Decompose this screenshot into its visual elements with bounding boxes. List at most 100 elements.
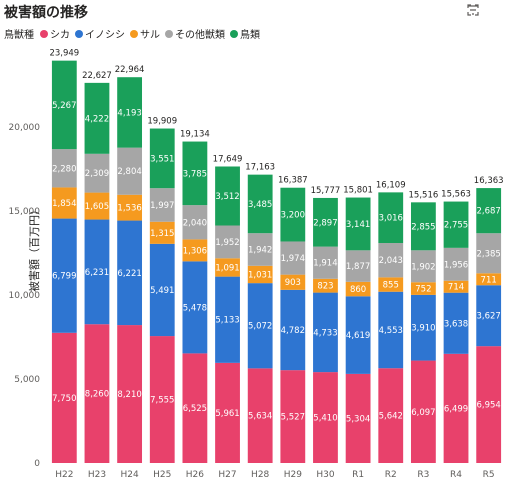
data-label: 5,478 <box>183 303 207 313</box>
legend-swatch <box>40 29 48 38</box>
bar-segment[interactable] <box>378 243 404 278</box>
data-label: 1,854 <box>52 199 76 209</box>
bar-segment[interactable] <box>378 291 404 369</box>
legend-item-inoshishi[interactable]: イノシシ <box>75 26 125 41</box>
legend-item-birds[interactable]: 鳥類 <box>230 26 260 41</box>
bar-segment[interactable] <box>410 250 436 283</box>
bar-segment[interactable] <box>149 221 175 244</box>
bar-segment[interactable] <box>149 128 175 189</box>
bar-segment[interactable] <box>117 194 143 221</box>
bar-segment[interactable] <box>84 324 110 463</box>
bar-segment[interactable] <box>410 202 436 251</box>
bar-segment[interactable] <box>378 368 404 463</box>
legend-item-saru[interactable]: サル <box>130 26 160 41</box>
legend-item-shika[interactable]: シカ <box>40 26 70 41</box>
bar-segment[interactable] <box>51 218 77 333</box>
filter-icon[interactable] <box>467 4 479 16</box>
bar-segment[interactable] <box>149 188 175 222</box>
total-label: 15,801 <box>343 186 373 196</box>
total-label: 23,949 <box>49 49 79 59</box>
data-label: 6,097 <box>411 408 435 418</box>
bar-segment[interactable] <box>443 292 469 354</box>
data-label: 3,200 <box>281 211 305 221</box>
bar-segment[interactable] <box>247 265 273 284</box>
bar-segment[interactable] <box>215 362 240 463</box>
bar-segment[interactable] <box>84 82 110 154</box>
bar-segment[interactable] <box>247 233 273 266</box>
total-label: 16,387 <box>278 176 308 186</box>
bar-segment[interactable] <box>280 370 306 463</box>
bar-segment[interactable] <box>476 188 502 234</box>
focus-mode-icon[interactable] <box>467 4 501 16</box>
bar-segment[interactable] <box>149 243 175 337</box>
bar-segment[interactable] <box>410 282 436 295</box>
bar-segment[interactable] <box>215 276 240 363</box>
data-label: 5,642 <box>379 412 403 422</box>
legend-title: 鳥獣種 <box>4 30 34 41</box>
bar-segment[interactable] <box>84 192 110 220</box>
bar-segment[interactable] <box>345 296 371 374</box>
bar-segment[interactable] <box>84 219 110 325</box>
bar-segment[interactable] <box>345 281 371 297</box>
bar-segment[interactable] <box>51 187 77 219</box>
legend-item-other-mammals[interactable]: その他獣類 <box>165 26 225 41</box>
bar-segment[interactable] <box>280 241 306 275</box>
bar-segment[interactable] <box>117 147 143 195</box>
bar-segment[interactable] <box>443 201 469 248</box>
total-label: 15,516 <box>409 190 439 200</box>
legend-label: 鳥類 <box>240 30 260 41</box>
data-label: 8,210 <box>117 390 141 400</box>
bar-segment[interactable] <box>280 187 306 242</box>
bar-segment[interactable] <box>182 205 208 240</box>
bar-segment[interactable] <box>51 60 77 150</box>
x-tick-label: H30 <box>316 470 334 480</box>
bar-segment[interactable] <box>215 225 240 259</box>
bar-segment[interactable] <box>51 332 77 463</box>
data-label: 1,902 <box>411 262 435 272</box>
data-label: 2,755 <box>444 221 468 231</box>
bar-segment[interactable] <box>247 283 273 369</box>
bar-segment[interactable] <box>313 197 338 247</box>
bar-segment[interactable] <box>476 233 502 274</box>
data-label: 3,512 <box>215 192 239 202</box>
bar-segment[interactable] <box>117 220 143 326</box>
bar-segment[interactable] <box>84 153 110 193</box>
bar-segment[interactable] <box>443 353 469 463</box>
bar-segment[interactable] <box>410 294 436 361</box>
bar-segment[interactable] <box>313 278 338 293</box>
bar-segment[interactable] <box>313 292 338 373</box>
data-label: 5,267 <box>52 101 76 111</box>
bar-segment[interactable] <box>345 197 371 251</box>
bar-segment[interactable] <box>476 346 502 463</box>
bar-segment[interactable] <box>476 285 502 347</box>
x-tick-label: H23 <box>88 470 106 480</box>
bar-segment[interactable] <box>345 250 371 282</box>
bar-segment[interactable] <box>215 258 240 277</box>
bar-segment[interactable] <box>247 368 273 463</box>
bar-segment[interactable] <box>476 273 502 286</box>
bar-segment[interactable] <box>443 280 469 293</box>
legend-label: サル <box>140 30 160 41</box>
bar-segment[interactable] <box>51 149 77 188</box>
bar-segment[interactable] <box>378 192 404 244</box>
bar-segment[interactable] <box>149 336 175 463</box>
bar-segment[interactable] <box>410 360 436 463</box>
data-label: 2,385 <box>477 249 501 259</box>
bar-segment[interactable] <box>117 325 143 463</box>
bar-segment[interactable] <box>182 141 208 206</box>
bar-segment[interactable] <box>280 289 306 371</box>
bar-segment[interactable] <box>313 372 338 463</box>
bar-segment[interactable] <box>182 261 208 354</box>
bar-segment[interactable] <box>378 277 404 292</box>
bar-segment[interactable] <box>182 353 208 463</box>
bar-segment[interactable] <box>345 373 371 463</box>
bar-segment[interactable] <box>182 239 208 262</box>
legend-label: シカ <box>50 30 70 41</box>
bar-segment[interactable] <box>313 246 338 279</box>
bar-segment[interactable] <box>280 274 306 290</box>
bar-segment[interactable] <box>443 247 469 281</box>
bar-segment[interactable] <box>117 77 143 148</box>
bar-segment[interactable] <box>215 166 240 226</box>
bar-segment[interactable] <box>247 174 273 234</box>
